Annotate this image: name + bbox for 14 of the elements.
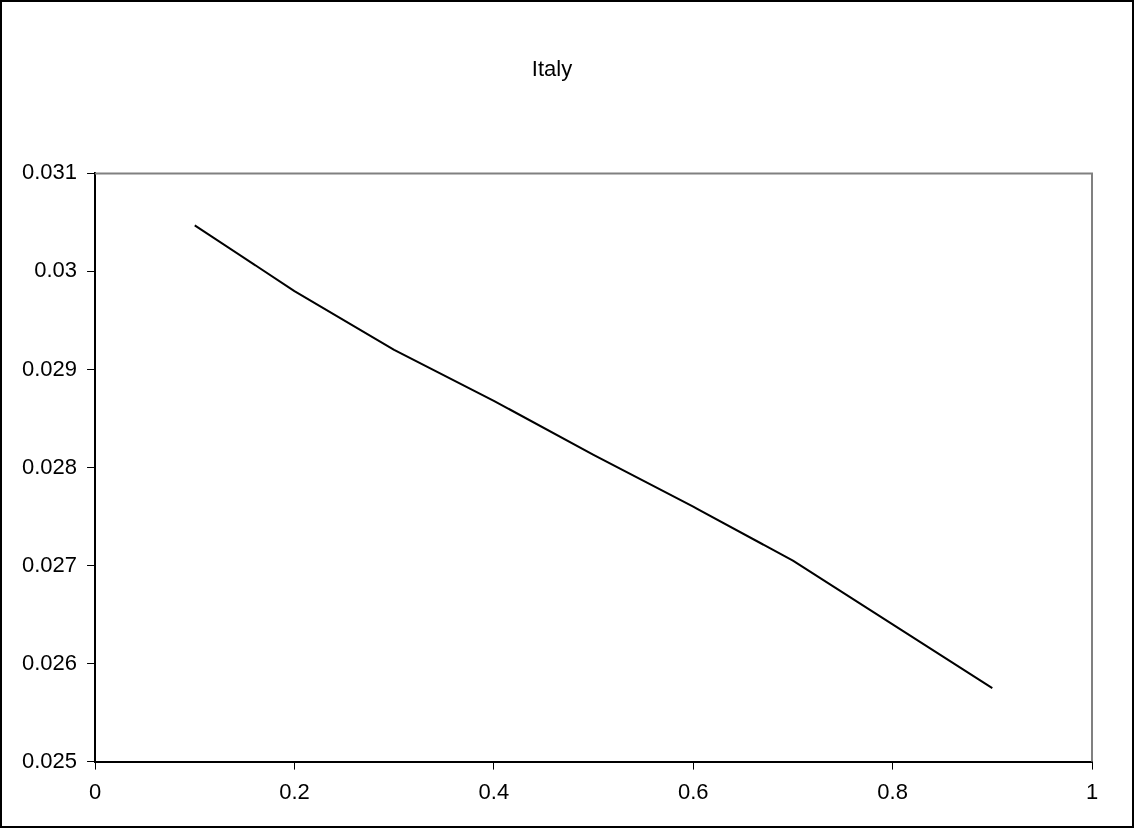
x-tick-label: 0.2	[279, 778, 310, 804]
x-tick-label: 0.6	[677, 778, 709, 804]
chart-title: Italy	[531, 56, 573, 82]
y-tick-label: 0.025	[21, 747, 78, 773]
y-tick-label: 0.03	[34, 257, 78, 283]
x-tick-label: 1	[1085, 778, 1099, 804]
x-tick-label: 0.4	[478, 778, 510, 804]
x-tick-label: 0.8	[877, 778, 908, 804]
y-tick-label: 0.026	[21, 649, 78, 675]
y-tick-label: 0.027	[21, 551, 78, 577]
y-tick-label: 0.028	[21, 453, 78, 479]
y-tick-label: 0.031	[21, 159, 78, 185]
x-tick-label: 0	[88, 778, 102, 804]
y-tick-label: 0.029	[21, 355, 78, 381]
